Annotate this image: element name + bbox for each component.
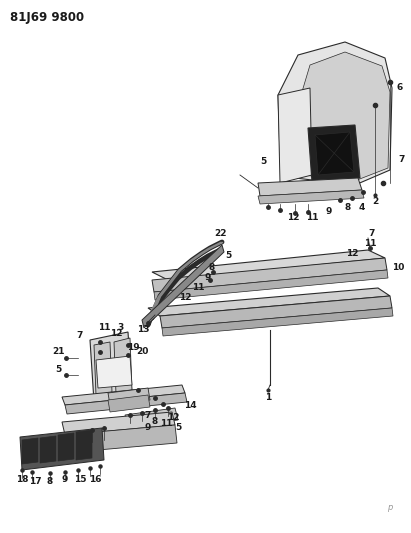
Text: 8: 8 bbox=[345, 203, 351, 212]
Polygon shape bbox=[76, 430, 92, 460]
Polygon shape bbox=[148, 288, 390, 316]
Polygon shape bbox=[62, 385, 185, 405]
Text: 6: 6 bbox=[397, 84, 403, 93]
Text: 3: 3 bbox=[117, 324, 123, 333]
Text: 8: 8 bbox=[47, 477, 53, 486]
Text: 11: 11 bbox=[192, 284, 204, 293]
Text: 21: 21 bbox=[52, 348, 64, 357]
Text: 18: 18 bbox=[16, 475, 28, 484]
Text: 5: 5 bbox=[175, 424, 181, 432]
Polygon shape bbox=[152, 250, 385, 280]
Text: 12: 12 bbox=[287, 214, 299, 222]
Text: 11: 11 bbox=[98, 324, 110, 333]
Polygon shape bbox=[114, 338, 132, 394]
Text: 8: 8 bbox=[209, 263, 215, 272]
Text: 20: 20 bbox=[136, 348, 148, 357]
Text: 17: 17 bbox=[29, 477, 42, 486]
Polygon shape bbox=[315, 132, 354, 175]
Polygon shape bbox=[62, 412, 175, 435]
Text: 7: 7 bbox=[77, 330, 83, 340]
Text: 2: 2 bbox=[372, 198, 378, 206]
Polygon shape bbox=[160, 296, 392, 328]
Text: 12: 12 bbox=[110, 329, 122, 338]
Text: 7: 7 bbox=[399, 156, 405, 165]
Text: 14: 14 bbox=[184, 400, 196, 409]
Text: 16: 16 bbox=[89, 474, 101, 483]
Polygon shape bbox=[22, 438, 38, 464]
Text: 7: 7 bbox=[369, 229, 375, 238]
Polygon shape bbox=[152, 258, 387, 292]
Text: 12: 12 bbox=[346, 248, 358, 257]
Text: 4: 4 bbox=[359, 203, 365, 212]
Text: 12: 12 bbox=[179, 294, 191, 303]
Polygon shape bbox=[96, 356, 132, 388]
Text: 8: 8 bbox=[152, 417, 158, 426]
Polygon shape bbox=[65, 393, 187, 414]
Text: 81J69 9800: 81J69 9800 bbox=[10, 11, 84, 23]
Polygon shape bbox=[108, 388, 150, 405]
Text: 11: 11 bbox=[306, 214, 318, 222]
Text: 11: 11 bbox=[160, 419, 172, 429]
Text: 5: 5 bbox=[260, 157, 266, 166]
Polygon shape bbox=[108, 395, 150, 412]
Text: 1: 1 bbox=[265, 393, 271, 402]
Polygon shape bbox=[125, 408, 178, 427]
Polygon shape bbox=[20, 428, 104, 470]
Polygon shape bbox=[284, 52, 390, 182]
Text: 9: 9 bbox=[62, 475, 68, 484]
Polygon shape bbox=[142, 245, 224, 328]
Polygon shape bbox=[308, 125, 360, 182]
Text: 7: 7 bbox=[145, 410, 151, 419]
Polygon shape bbox=[90, 332, 132, 402]
Text: 9: 9 bbox=[326, 207, 332, 216]
Polygon shape bbox=[62, 425, 177, 453]
Polygon shape bbox=[162, 308, 393, 336]
Text: 13: 13 bbox=[137, 326, 149, 335]
Text: 5: 5 bbox=[225, 251, 231, 260]
Text: 15: 15 bbox=[74, 474, 86, 483]
Text: 22: 22 bbox=[214, 229, 226, 238]
Polygon shape bbox=[94, 342, 112, 395]
Text: 10: 10 bbox=[392, 263, 404, 272]
Polygon shape bbox=[154, 270, 388, 300]
Polygon shape bbox=[258, 190, 364, 204]
Polygon shape bbox=[258, 178, 362, 196]
Polygon shape bbox=[278, 88, 312, 183]
Text: 19: 19 bbox=[127, 343, 139, 352]
Text: 9: 9 bbox=[145, 424, 151, 432]
Text: 9: 9 bbox=[205, 273, 211, 282]
Polygon shape bbox=[278, 42, 392, 185]
Polygon shape bbox=[40, 436, 56, 463]
Text: 11: 11 bbox=[364, 238, 376, 247]
Text: 5: 5 bbox=[55, 366, 61, 375]
Text: 12: 12 bbox=[167, 413, 179, 422]
Polygon shape bbox=[58, 433, 74, 461]
Text: p: p bbox=[387, 504, 393, 513]
